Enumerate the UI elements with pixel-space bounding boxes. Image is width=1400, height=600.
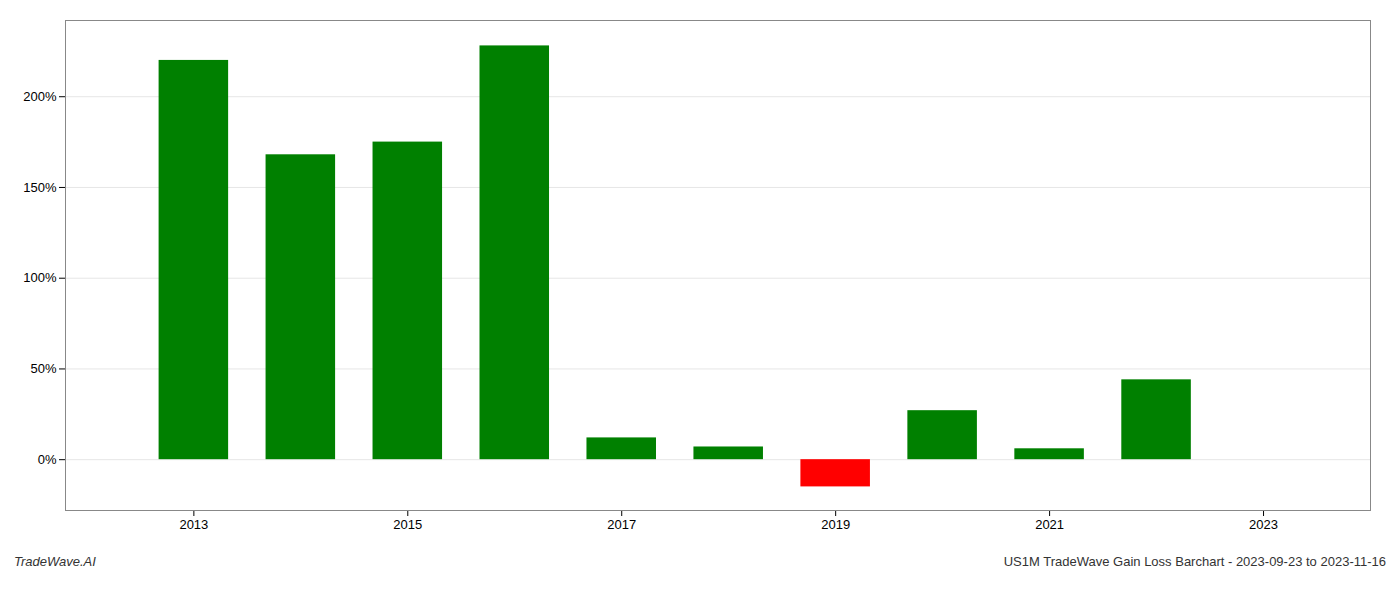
svg-text:2017: 2017 <box>607 517 636 532</box>
svg-text:2021: 2021 <box>1035 517 1064 532</box>
html-text:US1M TradeWave Gain Loss Barch: US1M TradeWave Gain Loss Barchart - 2023… <box>1003 554 1386 569</box>
svg-text:2013: 2013 <box>179 517 208 532</box>
svg-text:2019: 2019 <box>821 517 850 532</box>
svg-text:150%: 150% <box>23 180 57 195</box>
svg-text:50%: 50% <box>30 361 56 376</box>
svg-text:2023: 2023 <box>1249 517 1278 532</box>
svg-text:0%: 0% <box>38 452 57 467</box>
html-text:TradeWave.AI: TradeWave.AI <box>14 554 96 569</box>
svg-text:100%: 100% <box>23 270 57 285</box>
svg-text:2015: 2015 <box>393 517 422 532</box>
svg-text:200%: 200% <box>23 89 57 104</box>
